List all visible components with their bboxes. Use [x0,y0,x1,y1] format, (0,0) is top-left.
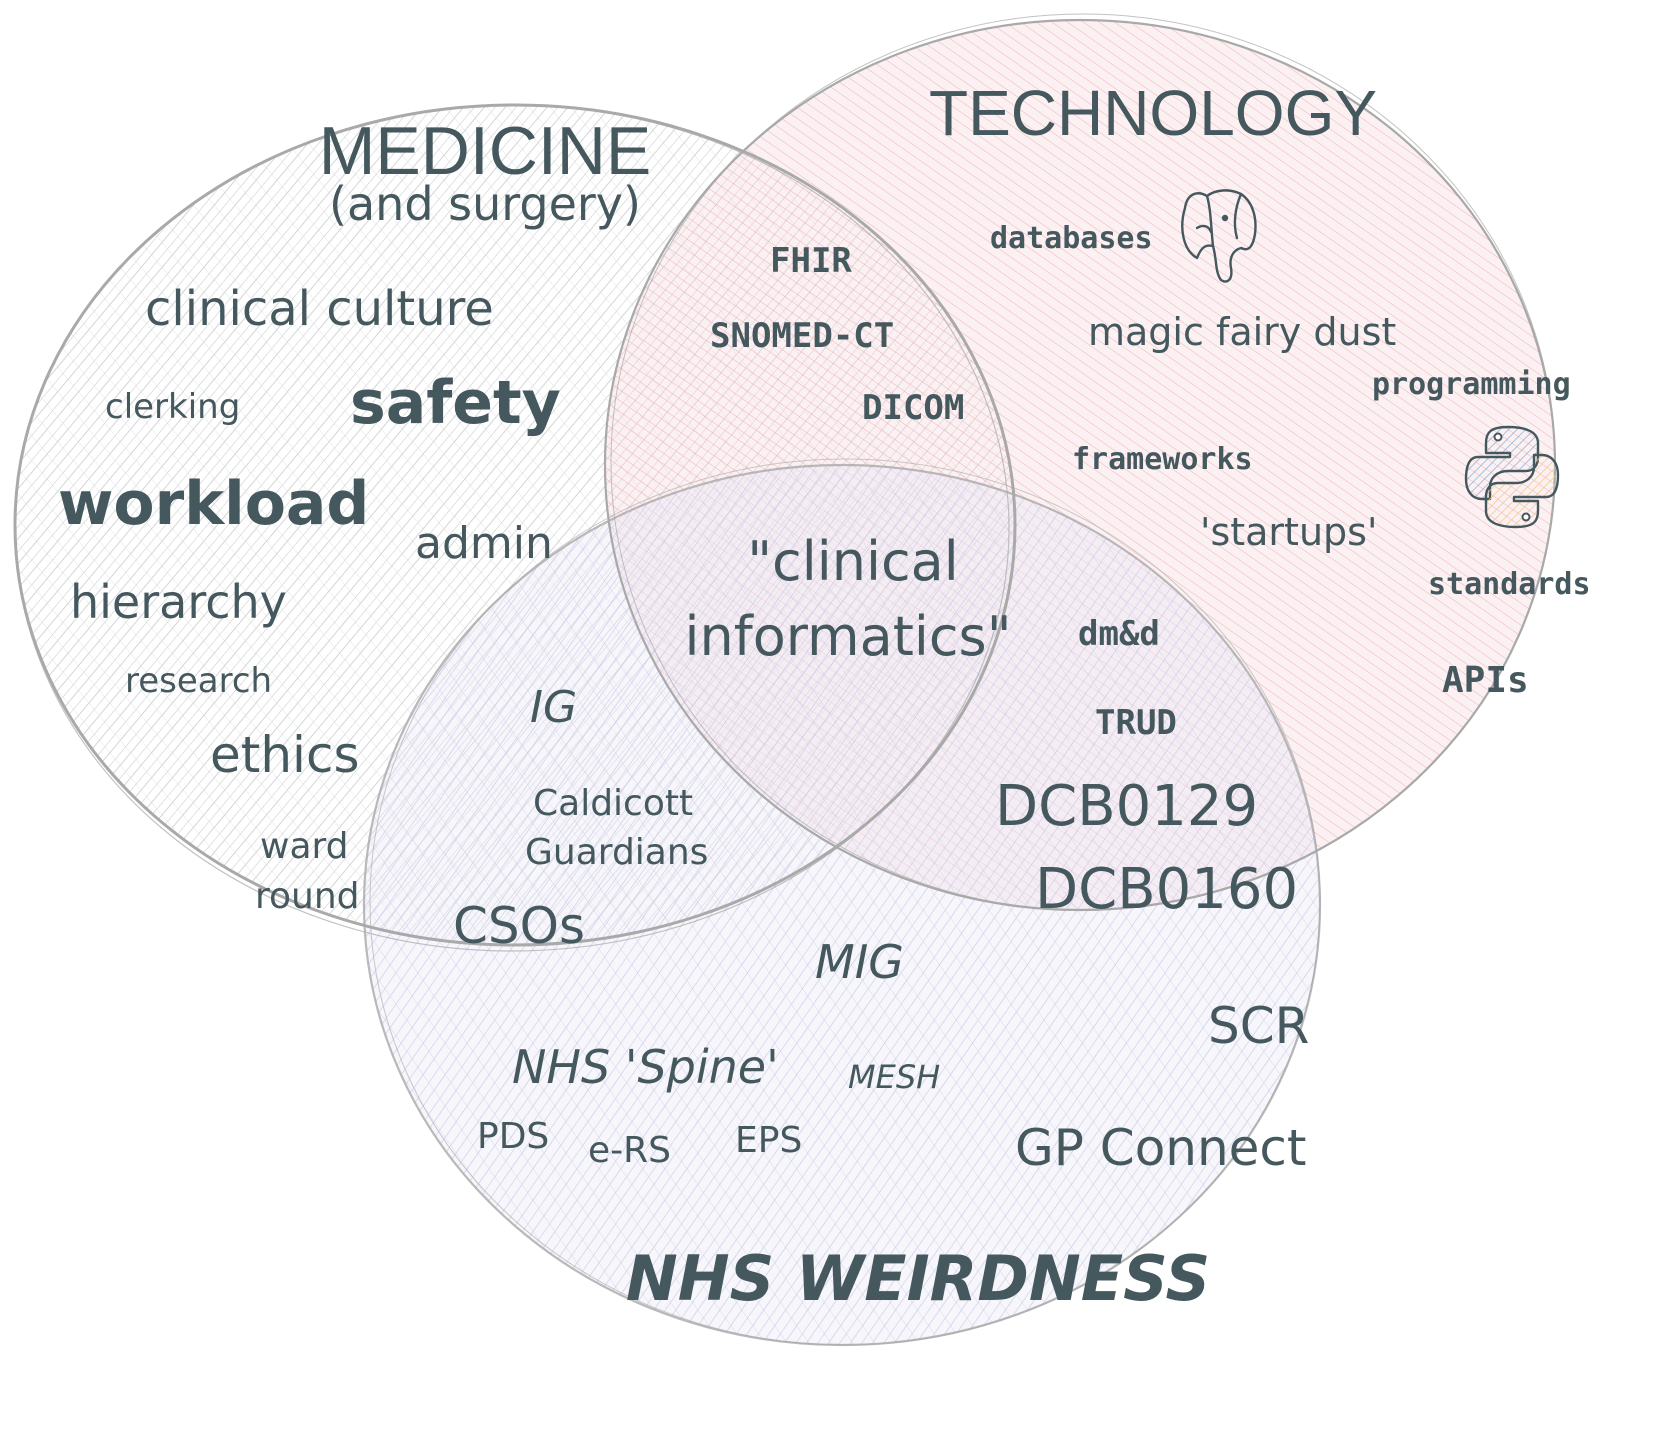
term-mesh: MESH [848,1058,940,1096]
term-pds: PDS [477,1116,549,1157]
term-hierarchy: hierarchy [70,575,287,629]
term-clerking: clerking [105,387,240,427]
python-logo-icon [1464,425,1560,529]
term-frameworks: frameworks [1072,442,1253,477]
term-fhir: FHIR [770,241,852,281]
term-guardians: Guardians [525,832,708,873]
term-startups: 'startups' [1200,510,1377,554]
term-scr: SCR [1208,997,1309,1055]
term-eps: EPS [735,1120,802,1161]
term-programming: programming [1372,367,1571,402]
term-standards: standards [1428,567,1591,602]
term-ethics: ethics [210,726,360,784]
term-apis: APIs [1442,660,1529,701]
term-mig: MIG [815,935,904,989]
medicine-title: MEDICINE [319,113,651,189]
term-research: research [125,661,272,701]
nhs-title: NHS WEIRDNESS [626,1242,1210,1315]
term-csos: CSOs [453,897,585,955]
term-ig: IG [530,682,577,733]
term-clinical-informatics-line1: "clinical [747,530,959,593]
medicine-circle-outline-sketch [14,104,1010,952]
term-databases: databases [990,221,1153,256]
term-clinical-culture: clinical culture [145,281,494,337]
technology-title: TECHNOLOGY [929,77,1377,149]
term-gp-connect: GP Connect [1015,1119,1307,1177]
term-trud: TRUD [1095,703,1177,743]
term-workload: workload [58,469,369,539]
circle-fills [15,20,1555,1345]
nhs-circle-outline-sketch [369,458,1321,1346]
term-clinical-informatics-line2: informatics" [684,605,1011,668]
term-magic-fairy-dust: magic fairy dust [1088,310,1396,354]
term-round: round [255,876,360,917]
term-dmd: dm&d [1078,614,1160,654]
nhs-circle-hatch-cross [364,465,1320,1345]
term-snomed-ct: SNOMED-CT [710,316,894,356]
term-dcb0129: DCB0129 [995,774,1258,839]
term-dcb0160: DCB0160 [1035,857,1298,922]
term-dicom: DICOM [862,388,964,428]
term-caldicott: Caldicott [533,783,693,824]
term-ward: ward [260,826,349,867]
term-safety: safety [350,368,561,438]
postgresql-elephant-icon [1181,189,1257,283]
term-ers: e-RS [588,1130,671,1171]
medicine-subtitle: (and surgery) [329,177,641,231]
term-admin: admin [415,518,553,569]
term-nhs-spine: NHS 'Spine' [512,1040,779,1094]
